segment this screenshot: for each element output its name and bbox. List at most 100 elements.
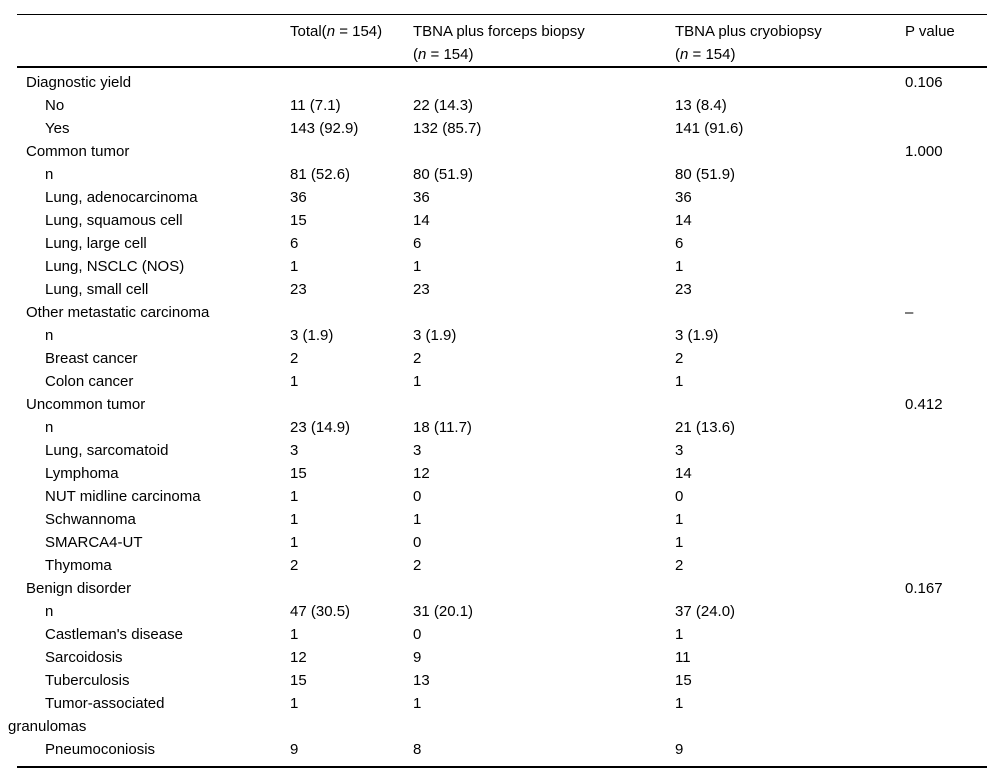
forceps-cell [413, 393, 675, 416]
cryo-cell: 21 (13.6) [675, 419, 736, 436]
row-label: Tuberculosis [45, 672, 130, 689]
italic-n: n [418, 46, 427, 63]
table-row: Benign disorder 0.167 [17, 577, 987, 600]
header-forceps-pre: ( [413, 46, 418, 63]
forceps-cell: 132 (85.7) [413, 120, 482, 137]
forceps-cell: 31 (20.1) [413, 603, 474, 620]
table-row: Castleman's disease 1 0 1 [17, 623, 987, 646]
row-label-cell: Schwannoma [17, 508, 290, 531]
row-label: Yes [45, 120, 70, 137]
total-cell [290, 140, 413, 163]
forceps-cell: 14 [413, 212, 430, 229]
table-row: Diagnostic yield 0.106 [17, 67, 987, 94]
table-body: Diagnostic yield 0.106 No 11 (7.1) 22 (14.3)… [8, 67, 987, 767]
row-label-cell: Thymoma [17, 554, 290, 577]
forceps-cell: 1 [413, 695, 422, 712]
total-cell: 3 [290, 442, 299, 459]
row-label-cell: n [17, 163, 290, 186]
cryo-cell [675, 301, 905, 324]
row-label: Sarcoidosis [45, 649, 123, 666]
table-row: Lung, adenocarcinoma 36 36 36 [17, 186, 987, 209]
total-cell: 1 [290, 258, 299, 275]
row-label: n [45, 603, 54, 620]
pvalue-cell [905, 439, 987, 462]
forceps-cell [413, 301, 675, 324]
row-label-cell: Uncommon tumor [17, 393, 290, 416]
row-label: No [45, 97, 65, 114]
row-label-cell: n [17, 416, 290, 439]
table-row: Common tumor 1.000 [17, 140, 987, 163]
cryo-cell: 23 [675, 281, 692, 298]
pvalue-cell [905, 94, 987, 117]
table-row: Tuberculosis 15 13 15 [17, 669, 987, 692]
pvalue-cell [905, 117, 987, 140]
table-row: Yes 143 (92.9) 132 (85.7) 141 (91.6) [17, 117, 987, 140]
row-label-cell: Colon cancer [17, 370, 290, 393]
forceps-cell: 36 [413, 189, 430, 206]
row-label: n [45, 419, 54, 436]
total-cell: 6 [290, 235, 299, 252]
cryo-cell: 1 [675, 511, 684, 528]
cryo-cell [675, 140, 905, 163]
pvalue-cell: – [905, 304, 914, 321]
total-cell: 15 [290, 465, 307, 482]
forceps-cell: 1 [413, 373, 422, 390]
pvalue-cell [905, 416, 987, 439]
row-label-cell: Yes [17, 117, 290, 140]
cryo-cell: 3 [675, 442, 684, 459]
total-cell: 1 [290, 534, 299, 551]
table-row: Lung, sarcomatoid 3 3 3 [17, 439, 987, 462]
row-label-cell: Tuberculosis [17, 669, 290, 692]
header-forceps-line2: (n = 154) [413, 43, 675, 66]
table-row: n 23 (14.9) 18 (11.7) 21 (13.6) [17, 416, 987, 439]
row-label: Lung, adenocarcinoma [45, 189, 198, 206]
forceps-cell: 2 [413, 350, 422, 367]
row-label: Thymoma [45, 557, 112, 574]
pvalue-cell [905, 531, 987, 554]
table-row: No 11 (7.1) 22 (14.3) 13 (8.4) [17, 94, 987, 117]
row-label: Lung, small cell [45, 281, 149, 298]
results-table-container: Total(n = 154) TBNA plus forceps biopsy … [8, 14, 987, 768]
pvalue-cell [905, 163, 987, 186]
header-cryo-line1: TBNA plus cryobiopsy [675, 23, 822, 40]
forceps-cell: 23 [413, 281, 430, 298]
table-row: Lung, squamous cell 15 14 14 [17, 209, 987, 232]
row-label-cell: Lung, large cell [17, 232, 290, 255]
pvalue-cell [905, 209, 987, 232]
table-row: Uncommon tumor 0.412 [17, 393, 987, 416]
table-row: Sarcoidosis 12 9 11 [17, 646, 987, 669]
cryo-cell: 15 [675, 672, 692, 689]
pvalue-cell [905, 324, 987, 347]
column-header-empty [17, 15, 290, 68]
row-label-cell: Benign disorder [17, 577, 290, 600]
total-cell: 23 [290, 281, 307, 298]
italic-n: n [680, 46, 689, 63]
total-cell [290, 301, 413, 324]
column-header-total: Total(n = 154) [290, 15, 413, 68]
pvalue-cell [905, 255, 987, 278]
cryo-cell: 0 [675, 488, 684, 505]
cryo-cell: 6 [675, 235, 684, 252]
forceps-cell: 80 (51.9) [413, 166, 474, 183]
row-label-cell: Tumor-associated granulomas [8, 692, 290, 738]
row-label: Lung, sarcomatoid [45, 442, 169, 459]
forceps-cell: 3 (1.9) [413, 327, 457, 344]
total-cell: 15 [290, 672, 307, 689]
row-label-cell: n [17, 324, 290, 347]
header-total-pre: Total( [290, 23, 327, 40]
pvalue-cell [905, 508, 987, 531]
total-cell: 9 [290, 741, 299, 758]
header-forceps-post: = 154) [426, 46, 474, 63]
table-row: Other metastatic carcinoma – [17, 301, 987, 324]
table-row: Colon cancer 1 1 1 [17, 370, 987, 393]
cryo-cell: 141 (91.6) [675, 120, 744, 137]
forceps-cell: 12 [413, 465, 430, 482]
table-row: Lung, large cell 6 6 6 [17, 232, 987, 255]
header-forceps-line1: TBNA plus forceps biopsy [413, 23, 585, 40]
row-label: Diagnostic yield [26, 74, 132, 91]
cryo-cell: 11 [675, 649, 691, 666]
table-row: Tumor-associated granulomas 1 1 1 [8, 692, 987, 738]
total-cell: 2 [290, 350, 299, 367]
row-label-cell: Pneumoconiosis [17, 738, 290, 767]
table-row: Lung, NSCLC (NOS) 1 1 1 [17, 255, 987, 278]
